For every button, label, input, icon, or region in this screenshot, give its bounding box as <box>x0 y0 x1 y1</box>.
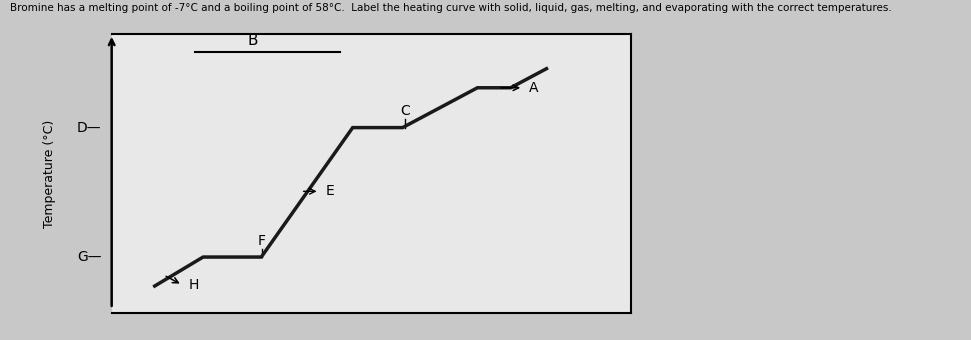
Text: A: A <box>529 81 539 95</box>
Text: Bromine has a melting point of -7°C and a boiling point of 58°C.  Label the heat: Bromine has a melting point of -7°C and … <box>10 3 891 13</box>
Text: E: E <box>325 184 334 198</box>
Text: D—: D— <box>77 121 101 135</box>
Text: B: B <box>248 33 258 48</box>
Text: C: C <box>400 104 410 118</box>
Text: Temperature (°C): Temperature (°C) <box>43 119 55 227</box>
Text: G—: G— <box>77 250 101 264</box>
Text: H: H <box>188 278 199 292</box>
Text: F: F <box>257 234 265 248</box>
